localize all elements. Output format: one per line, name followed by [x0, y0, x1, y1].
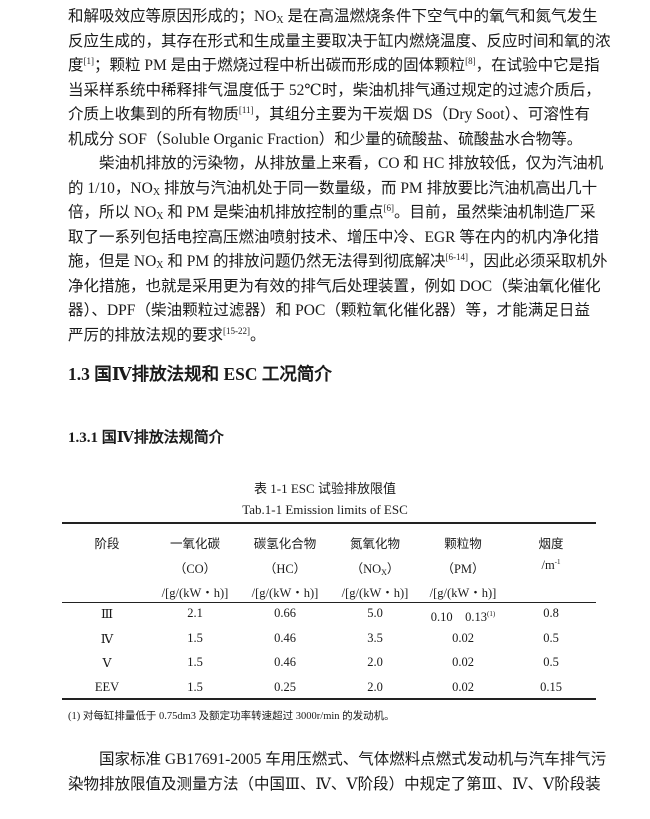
table-cell: 2.0	[367, 679, 383, 694]
table-header-cell: （CO）	[173, 561, 217, 576]
table-header-cell: 氮氧化物	[349, 537, 400, 551]
table-header-cell: /[g/(kW・h)]	[341, 586, 409, 600]
table-cell: 0.66	[274, 606, 296, 620]
table-header-cell: （PM）	[441, 561, 485, 576]
table-cell: 0.02	[452, 655, 474, 669]
table-header-cell: /[g/(kW・h)]	[251, 586, 319, 600]
table-cell: 0.5	[543, 630, 559, 645]
text-line: 国家标准 GB17691-2005 车用压燃式、气体燃料点燃式发动机与汽车排气污	[68, 751, 607, 768]
table-cell: 0.10 0.13(1)	[430, 610, 496, 624]
table-header-cell: 阶段	[94, 537, 120, 551]
text-line: 机成分 SOF（Soluble Organic Fraction）和少量的硫酸盐…	[68, 130, 583, 148]
text-line: 度[1]；颗粒 PM 是由于燃烧过程中析出碳而形成的固体颗粒[8]，在试验中它是…	[68, 56, 600, 75]
subsection-heading: 1.3.1 国Ⅳ排放法规简介	[68, 430, 224, 446]
text-line: 的 1/10，NOX 排放与汽油机处于同一数量级，而 PM 排放要比汽油机高出几…	[68, 179, 598, 198]
text-line: 器）、DPF（柴油颗粒过滤器）和 POC（颗粒氧化催化器）等，才能满足日益	[68, 302, 590, 319]
text-line: 当采样系统中稀释排气温度低于 52℃时，柴油机排气通过规定的过滤介质后，	[68, 81, 601, 99]
text-line: 介质上收集到的所有物质[11]，其组分主要为干炭烟 DS（Dry Soot）、可…	[68, 105, 590, 124]
table-header-cell: 烟度	[538, 537, 564, 551]
table-header-cell: （NOX）	[350, 561, 400, 577]
table-cell: 0.02	[452, 679, 474, 694]
table-footnote: (1) 对每缸排量低于 0.75dm3 及额定功率转速超过 3000r/min …	[68, 711, 395, 722]
table-cell: 1.5	[187, 630, 203, 645]
text-line: 施，但是 NOX 和 PM 的排放问题仍然无法得到彻底解决[6-14]，因此必须…	[68, 252, 608, 271]
table-cell: 2.0	[367, 655, 383, 669]
table-header-cell: /[g/(kW・h)]	[161, 586, 229, 600]
text-line: 取了一系列包括电控高压燃油喷射技术、增压中冷、EGR 等在内的机内净化措	[68, 228, 599, 246]
table-header-cell: （HC）	[263, 561, 307, 576]
table-header-cell: 一氧化碳	[169, 537, 220, 551]
table-caption-en: Tab.1-1 Emission limits of ESC	[242, 502, 408, 517]
text-line: 反应生成的，其存在形式和生成量主要取决于缸内燃烧温度、反应时间和氧的浓	[68, 32, 611, 50]
table-bottom-rule	[62, 698, 596, 700]
table-cell: 3.5	[367, 630, 383, 645]
text-line: 净化措施，也就是采用更为有效的排气后处理装置，例如 DOC（柴油氧化催化	[68, 277, 601, 295]
table-cell: 0.46	[274, 655, 296, 669]
table-cell: 1.5	[187, 655, 203, 669]
table-cell: 0.5	[543, 655, 559, 669]
table-cell: 0.46	[274, 630, 296, 645]
table-cell: 5.0	[367, 606, 383, 620]
table-cell: Ⅴ	[102, 656, 112, 670]
text-line: 严厉的排放法规的要求[15-22]。	[68, 325, 266, 344]
table-header-rule	[62, 602, 596, 603]
section-heading: 1.3 国Ⅳ排放法规和 ESC 工况简介	[68, 364, 332, 384]
table-cell: 2.1	[187, 606, 203, 620]
table-header-cell: /m-1	[541, 557, 561, 572]
text-line: 倍，所以 NOX 和 PM 是柴油机排放控制的重点[6]。目前，虽然柴油机制造厂…	[68, 203, 596, 222]
table-cell: 1.5	[187, 679, 203, 694]
table-caption-cn: 表 1-1 ESC 试验排放限值	[254, 481, 396, 496]
table-cell: 0.8	[543, 606, 559, 620]
table-cell: 0.15	[540, 679, 562, 694]
text-line: 柴油机排放的污染物，从排放量上来看，CO 和 HC 排放较低，仅为汽油机	[68, 155, 604, 172]
text-line: 和解吸效应等原因形成的；NOX 是在高温燃烧条件下空气中的氧气和氮气发生	[68, 8, 598, 26]
table-header-cell: 碳氢化合物	[253, 537, 317, 551]
text-line: 染物排放限值及测量方法（中国Ⅲ、Ⅳ、Ⅴ阶段）中规定了第Ⅲ、Ⅳ、Ⅴ阶段装	[68, 775, 601, 793]
table-top-rule	[62, 522, 596, 524]
table-cell: EEV	[94, 679, 120, 694]
table-cell: 0.25	[274, 679, 296, 694]
table-cell: 0.02	[452, 630, 474, 645]
table-cell: Ⅲ	[100, 607, 114, 621]
table-cell: Ⅳ	[100, 631, 114, 646]
table-header-cell: /[g/(kW・h)]	[429, 586, 497, 600]
table-header-cell: 颗粒物	[444, 537, 482, 551]
